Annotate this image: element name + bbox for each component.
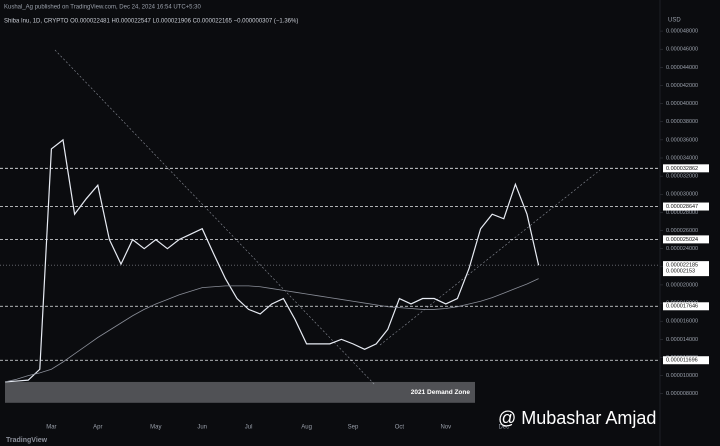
y-tick-label: 0.000034000 xyxy=(666,155,698,161)
level-label-bg xyxy=(663,202,709,211)
ma-label: 0.00002153 xyxy=(666,269,695,275)
y-tick-label: 0.000020000 xyxy=(666,282,698,288)
ma-label-bg xyxy=(663,267,709,276)
watermark: @ Mubashar Amjad xyxy=(498,408,656,428)
x-tick-label: Oct xyxy=(395,425,405,431)
y-tick-label: 0.000024000 xyxy=(666,246,698,252)
y-tick-label: 0.000008000 xyxy=(666,391,698,397)
x-tick-label: Sep xyxy=(348,425,359,431)
y-tick-label: 0.000032000 xyxy=(666,174,698,180)
trendline xyxy=(54,49,376,386)
x-tick-label: Jun xyxy=(197,425,207,431)
level-label: 0.000028647 xyxy=(666,204,698,210)
y-tick-label: 0.000010000 xyxy=(666,373,698,379)
x-tick-label: Mar xyxy=(46,425,56,431)
y-tick-label: 0.000040000 xyxy=(666,101,698,107)
y-tick-label: 0.000044000 xyxy=(666,65,698,71)
x-tick-label: Aug xyxy=(301,425,312,431)
x-tick-label: Nov xyxy=(440,425,451,431)
currency: USD xyxy=(668,18,681,24)
y-tick-label: 0.000016000 xyxy=(666,319,698,325)
y-tick-label: 0.000014000 xyxy=(666,337,698,343)
zone-label: 2021 Demand Zone xyxy=(411,389,471,396)
x-tick-label: Jul xyxy=(245,425,253,431)
x-tick-label: Dec xyxy=(498,425,509,431)
level-label-bg xyxy=(663,235,709,244)
y-tick-label: 0.000030000 xyxy=(666,192,698,198)
current-price-label: 0.000022185 xyxy=(666,263,698,269)
level-label: 0.000032862 xyxy=(666,166,698,172)
y-tick-label: 0.000028000 xyxy=(666,210,698,216)
level-label-bg xyxy=(663,356,709,365)
demand-zone xyxy=(5,381,475,403)
level-label-bg xyxy=(663,302,709,311)
y-tick-label: 0.000038000 xyxy=(666,119,698,125)
chart-title: Shiba Inu, 1D, CRYPTO O0.000022481 H0.00… xyxy=(4,19,298,25)
trendline xyxy=(379,169,601,346)
y-tick-label: 0.000036000 xyxy=(666,137,698,143)
y-tick-label: 0.000042000 xyxy=(666,83,698,89)
y-tick-label: 0.000046000 xyxy=(666,47,698,53)
level-label: 0.000011696 xyxy=(666,358,698,364)
price-line xyxy=(4,138,540,383)
level-label-bg xyxy=(663,164,709,173)
logo: TradingView xyxy=(6,437,48,444)
moving-average xyxy=(4,278,539,383)
attribution: Kushal_Ag published on TradingView.com, … xyxy=(4,5,202,11)
level-label: 0.000017646 xyxy=(666,304,698,310)
y-tick-label: 0.000048000 xyxy=(666,29,698,35)
x-tick-label: Apr xyxy=(93,425,102,431)
x-tick-label: May xyxy=(150,425,161,431)
level-label: 0.000025024 xyxy=(666,237,698,243)
y-tick-label: 0.000026000 xyxy=(666,228,698,234)
